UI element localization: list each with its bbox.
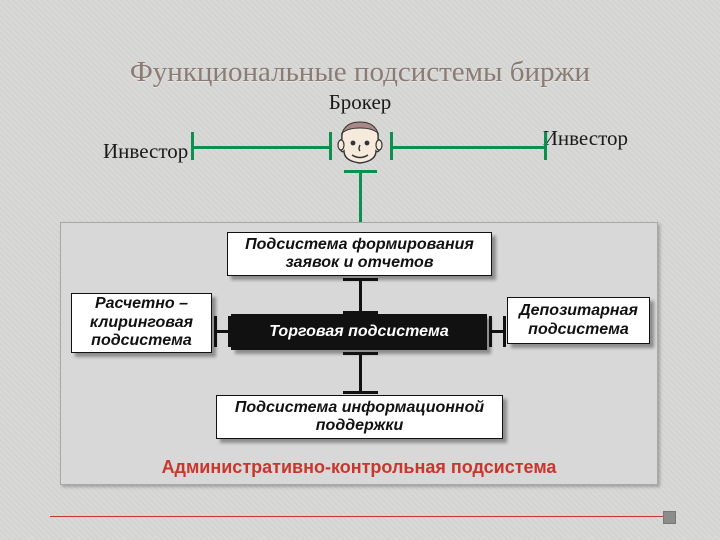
box-orders-reports: Подсистема формирования заявок и отчетов (227, 232, 492, 276)
edge-center-right (489, 330, 506, 333)
investor-right-label: Инвестор (543, 126, 628, 151)
broker-label: Брокер (0, 90, 720, 115)
edge-investor-right-cap-r (544, 132, 547, 160)
box-info-support: Подсистема информационной поддержки (216, 395, 503, 439)
broker-icon (336, 119, 384, 171)
box-clearing: Расчетно – клиринговая подсистема (71, 293, 212, 353)
edge-investor-left (192, 146, 331, 149)
box-depository: Депозитарная подсистема (507, 297, 650, 344)
edge-investor-left-cap-r (329, 132, 332, 160)
admin-subsystem-label: Административно-контрольная подсистема (60, 457, 658, 478)
edge-investor-left-cap-l (191, 132, 194, 160)
investor-left-label: Инвестор (103, 139, 188, 164)
edge-top-center (359, 278, 362, 314)
edge-left-center (214, 330, 231, 333)
page-title: Функциональные подсистемы биржи (0, 56, 720, 89)
edge-investor-right (391, 146, 546, 149)
edge-investor-right-cap-l (390, 132, 393, 160)
slide: Функциональные подсистемы биржи Брокер И… (0, 0, 720, 540)
box-trading: Торговая подсистема (231, 314, 487, 350)
footer-rule (50, 516, 670, 517)
edge-center-bottom (359, 352, 362, 394)
